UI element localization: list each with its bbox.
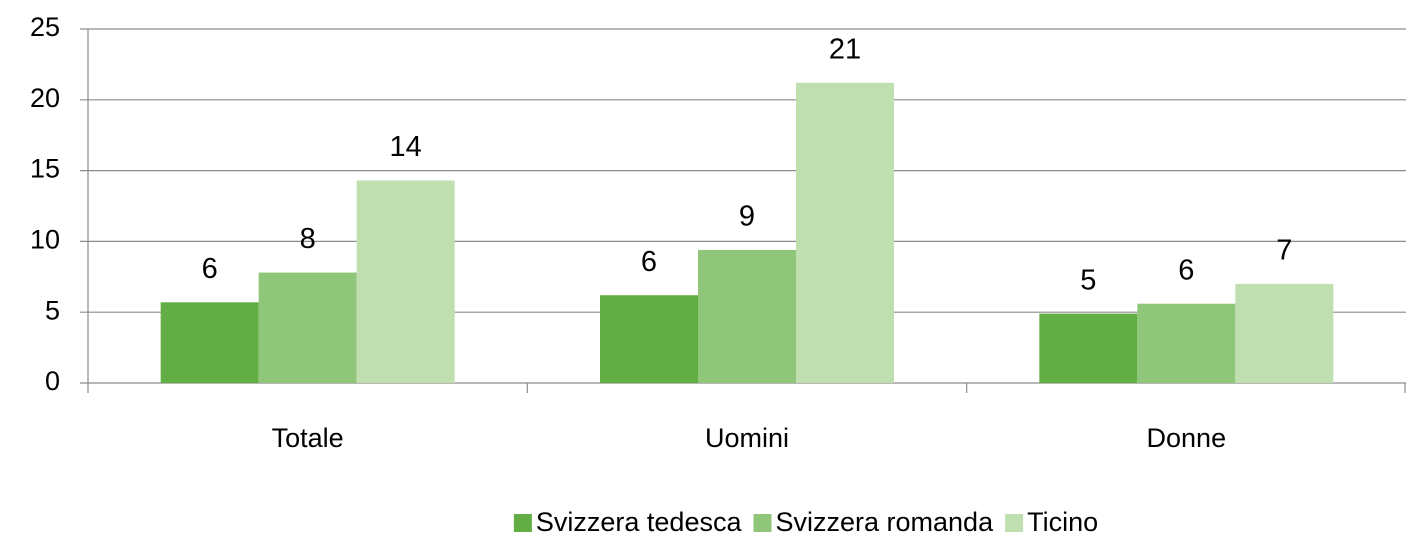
- legend-swatch: [513, 514, 532, 532]
- value-label: 9: [739, 201, 755, 233]
- y-tick-label: 5: [45, 295, 60, 325]
- legend-label: Svizzera romanda: [775, 507, 994, 537]
- y-tick-label: 15: [30, 154, 60, 184]
- value-label: 21: [829, 33, 861, 65]
- y-tick-label: 20: [30, 83, 60, 113]
- bar: [160, 302, 259, 383]
- legend-label: Ticino: [1027, 507, 1098, 537]
- legend-swatch: [1005, 514, 1024, 532]
- bar: [600, 295, 698, 383]
- y-tick-label: 10: [30, 225, 60, 255]
- value-label: 6: [641, 246, 657, 278]
- x-tick-label: Donne: [1147, 423, 1227, 453]
- value-label: 7: [1276, 235, 1292, 267]
- x-tick-label: Totale: [272, 423, 344, 453]
- y-tick-label: 0: [45, 366, 60, 396]
- bar: [698, 249, 796, 383]
- bar: [356, 180, 455, 383]
- bar: [1235, 283, 1334, 383]
- bar: [1137, 303, 1236, 383]
- legend-swatch: [753, 514, 772, 532]
- legend-label: Svizzera tedesca: [536, 507, 743, 537]
- y-tick-label: 25: [30, 12, 60, 42]
- value-label: 6: [1178, 254, 1194, 286]
- bar: [258, 272, 357, 383]
- x-tick-label: Uomini: [705, 423, 789, 453]
- bar: [1039, 313, 1138, 383]
- value-label: 14: [390, 131, 422, 163]
- value-label: 6: [202, 253, 218, 285]
- value-label: 5: [1080, 264, 1096, 296]
- value-label: 8: [300, 223, 316, 255]
- bar: [796, 82, 894, 384]
